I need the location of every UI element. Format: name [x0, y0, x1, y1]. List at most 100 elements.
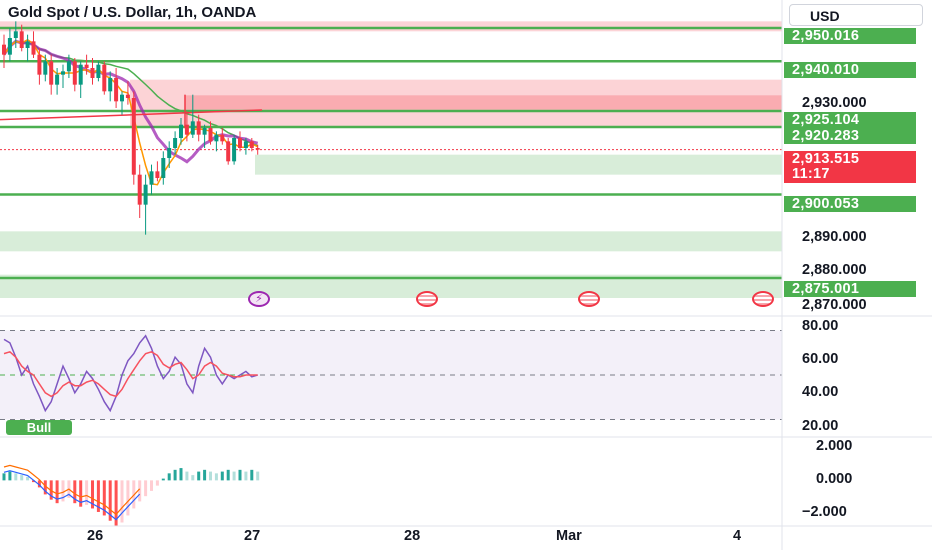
fast-ma-line: [3, 38, 259, 186]
candle-body: [66, 61, 71, 72]
macd-bar: [79, 480, 83, 507]
macd-bar: [120, 480, 124, 523]
macd-bar: [138, 480, 142, 502]
candle-body: [243, 141, 248, 148]
macd-bar: [244, 471, 248, 481]
candle-body: [196, 121, 201, 135]
trend-line: [0, 109, 263, 121]
level-tag: 2,925.104: [784, 112, 916, 128]
macd-axis-label: 0.000: [816, 471, 853, 487]
candle-body: [202, 128, 207, 135]
macd-bar: [238, 469, 242, 481]
candle-body: [55, 74, 60, 85]
level-lines: [0, 26, 782, 280]
price-axis-label: 2,880.000: [802, 262, 867, 278]
macd-bar: [256, 471, 260, 481]
candle-body: [255, 148, 260, 150]
rsi-signal-line: [3, 350, 258, 398]
candle-body: [238, 138, 242, 148]
candle-body: [114, 78, 119, 102]
candle-body: [249, 141, 254, 148]
candle-body: [61, 71, 65, 75]
candle-body: [7, 38, 12, 55]
price-zone: [255, 154, 782, 175]
level-tag: 2,900.053: [784, 196, 916, 212]
macd-bar: [102, 480, 106, 516]
macd-bar: [150, 480, 153, 491]
macd-bar: [8, 471, 12, 481]
candle-body: [173, 138, 178, 148]
macd-bar: [32, 480, 35, 483]
candle-body: [96, 64, 101, 78]
candle-body: [125, 94, 130, 98]
candle-body: [102, 64, 107, 92]
macd-bar: [55, 480, 59, 504]
price-axis-label: 2,930.000: [802, 95, 867, 111]
candle-body: [143, 184, 148, 205]
macd-bar: [114, 480, 118, 526]
candle-body: [43, 61, 48, 75]
macd-pane: [2, 464, 260, 526]
lightning-icon[interactable]: ⚡: [248, 291, 270, 307]
macd-bar: [61, 480, 65, 502]
macd-bar: [161, 478, 165, 481]
macd-bar: [85, 480, 89, 505]
macd-bar: [126, 480, 130, 516]
macd-bar: [209, 471, 212, 481]
macd-bar: [250, 469, 254, 481]
macd-bar: [20, 475, 24, 481]
macd-bar: [91, 480, 94, 509]
us-flag-icon[interactable]: [752, 291, 774, 307]
candle-body: [49, 61, 54, 85]
last-price: 2,913.515: [792, 151, 860, 167]
macd-bar: [96, 480, 100, 512]
candle-body: [155, 171, 160, 178]
candle-body: [149, 171, 154, 185]
currency-selector[interactable]: USD: [789, 4, 923, 26]
candle-body: [108, 78, 113, 92]
level-tag: 2,940.010: [784, 62, 916, 78]
rsi-axis-label: 60.00: [802, 351, 839, 367]
macd-bar: [37, 480, 41, 488]
last-price-tag: 2,913.515 11:17: [784, 151, 916, 183]
us-flag-icon[interactable]: [416, 291, 438, 307]
macd-bar: [108, 480, 112, 521]
us-flag-icon[interactable]: [578, 291, 600, 307]
time-axis-label: Mar: [556, 528, 582, 544]
candle-body: [90, 68, 95, 78]
candle-body: [37, 54, 42, 75]
candle-body: [31, 41, 36, 55]
candle-body: [19, 31, 24, 48]
macd-signal-line: [3, 470, 141, 521]
price-zone: [185, 95, 782, 110]
macd-bar: [197, 471, 201, 481]
macd-bar: [73, 480, 77, 504]
price-axis-label: 2,870.000: [802, 297, 867, 313]
macd-bar: [14, 473, 18, 481]
rsi-axis-label: 80.00: [802, 318, 839, 334]
macd-bar: [226, 469, 230, 481]
macd-bar: [155, 480, 159, 486]
level-tag: 2,920.283: [784, 128, 916, 144]
bar-countdown: 11:17: [792, 166, 830, 182]
candle-body: [214, 134, 219, 142]
macd-bar: [179, 468, 183, 481]
macd-bar: [185, 471, 189, 481]
candle-body: [2, 44, 6, 55]
price-zones: [0, 21, 782, 298]
macd-bar: [173, 469, 177, 481]
macd-bar: [144, 480, 148, 497]
candle-body: [161, 158, 166, 178]
candle-body: [226, 141, 231, 162]
candle-body: [137, 174, 142, 205]
candle-body: [131, 98, 136, 175]
macd-bar: [203, 469, 207, 481]
macd-bar: [2, 473, 6, 481]
rsi-line: [3, 334, 258, 413]
macd-bar: [191, 475, 195, 481]
symbol-title: Gold Spot / U.S. Dollar, 1h, OANDA: [8, 4, 257, 21]
macd-bar: [43, 480, 47, 495]
macd-axis-label: −2.000: [802, 504, 847, 520]
price-zone: [0, 21, 782, 32]
